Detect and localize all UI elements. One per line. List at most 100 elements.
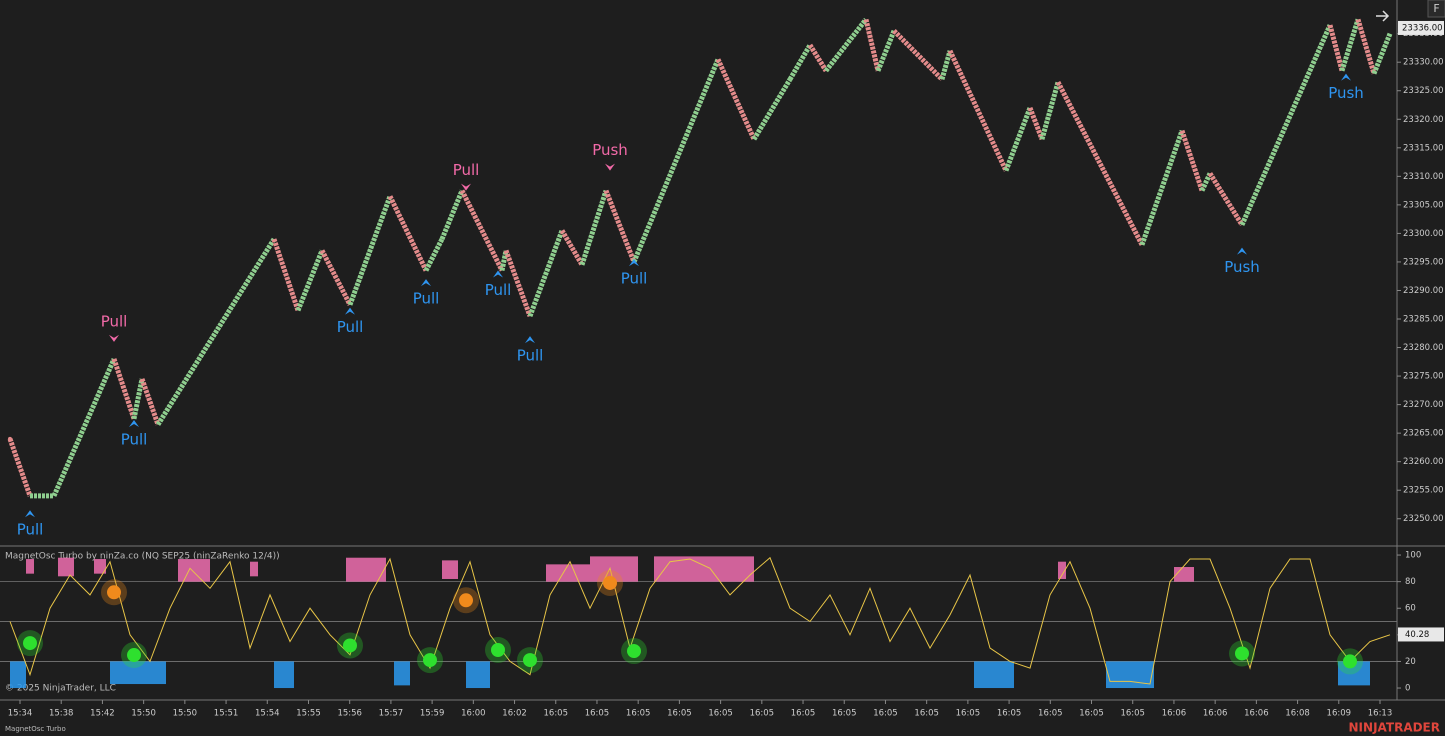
x-tick-label: 16:05 bbox=[585, 709, 610, 719]
oscillator-line bbox=[9, 556, 1391, 685]
x-tick-label: 16:05 bbox=[544, 709, 569, 719]
signal-label: Pull bbox=[413, 290, 440, 308]
y-tick-label: 23305.00 bbox=[1403, 200, 1444, 210]
signal-arrow bbox=[605, 163, 615, 171]
price-leg bbox=[1055, 81, 1145, 246]
signal-arrow bbox=[421, 279, 431, 287]
x-tick-label: 15:50 bbox=[131, 709, 156, 719]
y-tick-label: 23270.00 bbox=[1403, 400, 1444, 410]
y-tick-label: 23275.00 bbox=[1403, 372, 1444, 382]
zone bbox=[654, 556, 754, 582]
signal-dot bbox=[127, 648, 141, 663]
zone bbox=[1338, 661, 1370, 686]
price-leg bbox=[787, 43, 813, 81]
price-leg bbox=[111, 358, 137, 420]
price-leg bbox=[1371, 32, 1393, 75]
signal-dot bbox=[23, 636, 37, 651]
zone bbox=[26, 559, 34, 574]
zone bbox=[346, 557, 386, 582]
x-tick-label: 15:42 bbox=[90, 709, 115, 719]
price-leg bbox=[131, 378, 145, 420]
price-leg bbox=[439, 189, 465, 241]
price-leg bbox=[1003, 106, 1033, 172]
price-leg bbox=[387, 195, 429, 272]
price-leg bbox=[1139, 129, 1185, 246]
price-leg bbox=[875, 29, 897, 72]
signal-arrow bbox=[345, 307, 355, 315]
y-tick-label: 100 bbox=[1405, 551, 1421, 561]
signal-dot bbox=[459, 593, 473, 608]
signal-label: Pull bbox=[453, 161, 480, 179]
price-leg bbox=[503, 249, 533, 318]
indicator-tab[interactable]: MagnetOsc Turbo bbox=[5, 725, 66, 733]
x-tick-label: 15:56 bbox=[337, 709, 362, 719]
zone bbox=[58, 557, 74, 577]
x-tick-label: 16:02 bbox=[502, 709, 527, 719]
price-leg bbox=[423, 237, 445, 272]
signal-dot bbox=[343, 638, 357, 653]
zone bbox=[178, 559, 210, 582]
y-tick-label: 23285.00 bbox=[1403, 315, 1444, 325]
price-leg bbox=[459, 189, 505, 272]
price-leg bbox=[1199, 172, 1213, 192]
x-tick-label: 16:06 bbox=[1203, 709, 1228, 719]
x-tick-label: 15:38 bbox=[49, 709, 74, 719]
y-tick-label: 23300.00 bbox=[1403, 229, 1444, 239]
x-tick-label: 16:06 bbox=[1162, 709, 1187, 719]
indicator-title: MagnetOsc Turbo by ninZa.co (NQ SEP25 (n… bbox=[5, 552, 280, 562]
y-tick-label: 23280.00 bbox=[1403, 343, 1444, 353]
price-leg bbox=[295, 249, 325, 312]
price-leg bbox=[631, 58, 721, 263]
zone bbox=[442, 560, 458, 579]
signal-dot bbox=[107, 585, 121, 600]
y-tick-label: 23310.00 bbox=[1403, 172, 1444, 182]
signal-label: Pull bbox=[485, 281, 512, 299]
price-leg bbox=[603, 189, 637, 263]
x-tick-label: 15:55 bbox=[296, 709, 321, 719]
y-tick-label: 23330.00 bbox=[1403, 58, 1444, 68]
button[interactable] bbox=[1427, 0, 1445, 18]
zone bbox=[1058, 561, 1066, 579]
price-leg bbox=[939, 50, 953, 80]
x-tick-label: 16:09 bbox=[1327, 709, 1352, 719]
signal-dot bbox=[603, 575, 617, 590]
x-tick-label: 16:05 bbox=[997, 709, 1022, 719]
x-tick-label: 15:59 bbox=[420, 709, 445, 719]
zone bbox=[10, 661, 26, 689]
y-tick-label: 23325.00 bbox=[1403, 86, 1444, 96]
x-tick-label: 16:05 bbox=[1120, 709, 1145, 719]
x-tick-label: 16:05 bbox=[832, 709, 857, 719]
button-label[interactable]: F bbox=[1433, 2, 1439, 15]
price-leg bbox=[527, 229, 565, 318]
copyright: © 2025 NinjaTrader, LLC bbox=[5, 684, 116, 694]
signal-label: Push bbox=[1328, 84, 1364, 102]
signal-arrow bbox=[109, 334, 119, 342]
y-tick-label: 23290.00 bbox=[1403, 286, 1444, 296]
price-leg bbox=[1027, 106, 1045, 141]
price-leg bbox=[319, 249, 353, 306]
x-tick-label: 16:06 bbox=[1244, 709, 1269, 719]
signal-arrow bbox=[493, 270, 503, 278]
y-tick-label: 23265.00 bbox=[1403, 429, 1444, 439]
x-tick-label: 16:13 bbox=[1368, 709, 1393, 719]
zone bbox=[94, 559, 106, 574]
x-tick-label: 15:57 bbox=[379, 709, 404, 719]
y-tick-label: 60 bbox=[1405, 604, 1416, 614]
zone bbox=[250, 561, 258, 577]
price-leg bbox=[863, 18, 881, 72]
signal-label: Pull bbox=[17, 521, 44, 539]
scroll-icon[interactable] bbox=[1376, 10, 1390, 22]
signal-dot bbox=[627, 644, 641, 659]
price-leg bbox=[892, 29, 944, 82]
x-tick-label: 15:50 bbox=[173, 709, 198, 719]
price-leg bbox=[1339, 18, 1361, 72]
signal-dot bbox=[423, 653, 437, 668]
y-tick-label: 23295.00 bbox=[1403, 257, 1444, 267]
price-leg bbox=[1039, 81, 1061, 140]
y-tick-label: 23315.00 bbox=[1403, 143, 1444, 153]
zone bbox=[546, 564, 590, 582]
price-leg bbox=[751, 78, 793, 141]
signal-dot bbox=[491, 642, 505, 657]
